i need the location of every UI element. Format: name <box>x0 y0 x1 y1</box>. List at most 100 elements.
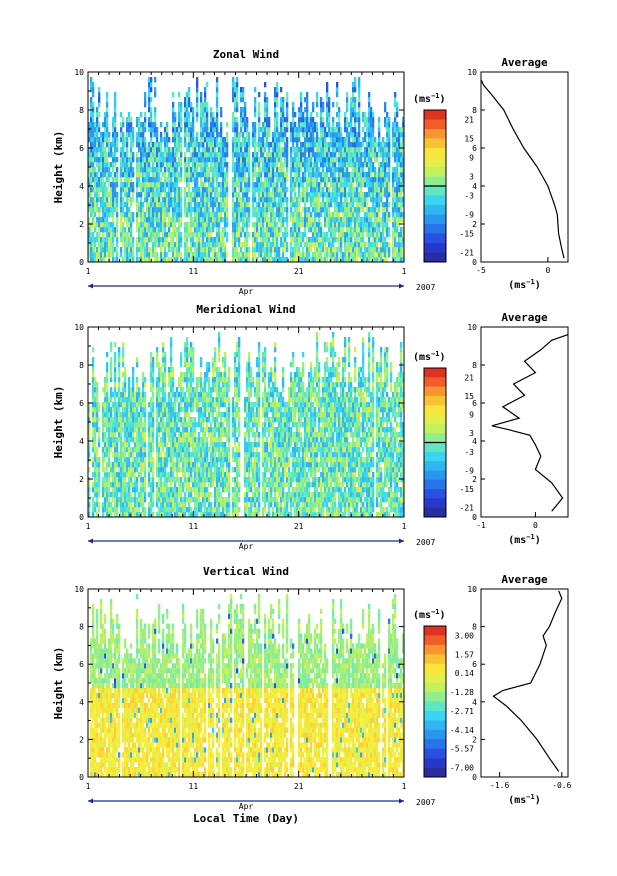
colorbar-segment <box>424 214 446 225</box>
colorbar-segment <box>424 395 446 406</box>
colorbar-unit: (ms−1) <box>413 608 446 621</box>
x-tick-label: 21 <box>294 267 304 276</box>
average-xlabel-base: (ms <box>508 795 526 806</box>
colorbar-segment <box>424 129 446 139</box>
colorbar-segment <box>424 110 446 120</box>
colorbar-tick-label: -15 <box>460 230 475 239</box>
average-y-tick-label: 4 <box>472 182 477 191</box>
y-axis-label: Height (km) <box>52 386 65 459</box>
average-y-tick-label: 8 <box>472 623 477 632</box>
colorbar-unit-base: (ms <box>413 352 431 363</box>
colorbar-segment <box>424 119 446 130</box>
average-y-tick-label: 0 <box>472 773 477 782</box>
colorbar-segment <box>424 479 446 490</box>
average-xlabel-close: ) <box>535 280 541 291</box>
colorbar-segment <box>424 377 446 387</box>
colorbar-segment <box>424 729 446 740</box>
colorbar-unit-exp: −1 <box>431 92 439 100</box>
average-y-tick-label: 10 <box>467 68 477 77</box>
average-y-tick-label: 4 <box>472 437 477 446</box>
colorbar-segment <box>424 470 446 481</box>
month-label: Apr <box>239 542 254 551</box>
y-tick-label: 6 <box>79 399 84 408</box>
year-label: 2007 <box>416 538 435 547</box>
y-tick-label: 6 <box>79 144 84 153</box>
colorbar-segment <box>424 442 446 453</box>
average-y-tick-label: 2 <box>472 735 477 744</box>
colorbar-segment <box>424 205 446 215</box>
y-tick-label: 8 <box>79 623 84 632</box>
colorbar-segment <box>424 461 446 471</box>
colorbar-segment <box>424 767 446 778</box>
colorbar-segment <box>424 414 446 425</box>
colorbar-unit-close: ) <box>440 94 446 105</box>
month-span-arrow-right <box>399 798 404 804</box>
colorbar-tick-label: -2.71 <box>450 707 474 716</box>
year-label: 2007 <box>416 798 435 807</box>
y-tick-label: 10 <box>74 585 84 594</box>
colorbar-segment <box>424 644 446 655</box>
x-tick-label: 11 <box>189 522 199 531</box>
y-tick-label: 4 <box>79 182 84 191</box>
y-tick-label: 2 <box>79 220 84 229</box>
colorbar-tick-label: 3.00 <box>455 631 474 640</box>
colorbar-frame <box>423 625 447 778</box>
average-xlabel-exp: −1 <box>526 278 534 286</box>
colorbar-segment <box>424 663 446 674</box>
colorbar-tick-label: -9 <box>464 466 474 475</box>
colorbar-tick-label: -3 <box>464 448 474 457</box>
average-y-tick-label: 10 <box>467 585 477 594</box>
average-profile-line <box>480 79 565 259</box>
month-span-arrow-left <box>88 538 93 544</box>
colorbar-segment <box>424 386 446 397</box>
month-span-arrow-right <box>399 283 404 289</box>
average-frame <box>480 71 569 263</box>
colorbar-tick-label: -5.57 <box>450 745 474 754</box>
colorbar-tick-label: 9 <box>469 411 474 420</box>
average-x-tick-label: 0 <box>546 266 551 275</box>
colorbar-unit-base: (ms <box>413 610 431 621</box>
average-profile-line <box>491 334 569 512</box>
y-tick-label: 2 <box>79 475 84 484</box>
panel-title: Zonal Wind <box>213 48 279 61</box>
colorbar-unit-close: ) <box>440 352 446 363</box>
x-tick-label: 1 <box>402 782 407 791</box>
colorbar-segment <box>424 157 446 168</box>
x-tick-label: 11 <box>189 782 199 791</box>
average-xlabel-exp: −1 <box>526 793 534 801</box>
x-tick-label: 1 <box>402 267 407 276</box>
y-tick-label: 10 <box>74 323 84 332</box>
colorbar-tick-label: 21 <box>464 373 474 382</box>
colorbar-segment <box>424 451 446 462</box>
colorbar-segment <box>424 701 446 712</box>
average-x-tick-label: 0 <box>533 521 538 530</box>
average-x-tick-label: -0.6 <box>552 781 571 790</box>
average-xlabel-close: ) <box>535 535 541 546</box>
average-xlabel-exp: −1 <box>526 533 534 541</box>
average-x-tick-label: -1.6 <box>490 781 509 790</box>
colorbar-segment <box>424 233 446 244</box>
y-axis-label: Height (km) <box>52 647 65 720</box>
colorbar-unit-base: (ms <box>413 94 431 105</box>
colorbar-segment <box>424 626 446 636</box>
y-tick-label: 2 <box>79 735 84 744</box>
colorbar-tick-label: 15 <box>464 135 474 144</box>
colorbar-segment <box>424 710 446 721</box>
average-y-tick-label: 2 <box>472 475 477 484</box>
colorbar-segment <box>424 224 446 234</box>
month-span-arrow-right <box>399 538 404 544</box>
colorbar-tick-label: 3 <box>469 429 474 438</box>
colorbar-tick-label: -9 <box>464 211 474 220</box>
heatmap-field <box>88 332 405 518</box>
x-axis-label: Local Time (Day) <box>193 812 299 825</box>
colorbar-tick-label: -3 <box>464 192 474 201</box>
colorbar-segment <box>424 758 446 768</box>
average-y-tick-label: 8 <box>472 361 477 370</box>
average-frame <box>480 326 569 518</box>
colorbar-tick-label: 15 <box>464 392 474 401</box>
average-y-tick-label: 0 <box>472 258 477 267</box>
colorbar-unit-exp: −1 <box>431 350 439 358</box>
